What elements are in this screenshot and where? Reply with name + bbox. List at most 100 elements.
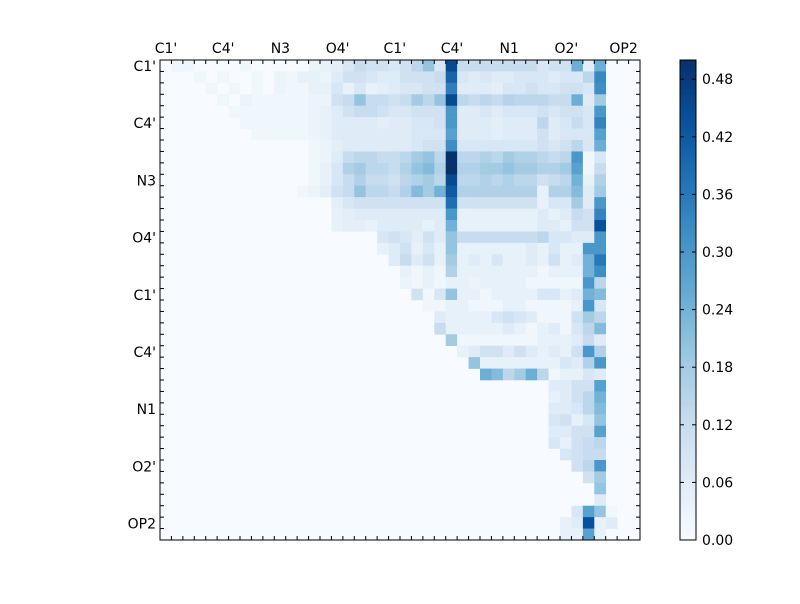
heatmap-cell [320,151,332,164]
heatmap-cell [411,82,424,95]
heatmap-cell [502,140,515,152]
heatmap-cell [320,82,332,95]
heatmap-cell [491,231,504,244]
heatmap-cell [548,208,561,221]
heatmap-cell [571,82,584,95]
heatmap-cell [548,174,561,187]
colorbar-tick-label: 0.18 [702,360,733,376]
heatmap-cell [365,94,378,107]
heatmap-cell [377,151,389,164]
heatmap-cell [354,71,367,84]
heatmap-cell [457,162,469,175]
heatmap-cell [582,117,595,129]
heatmap-cell [434,277,447,289]
heatmap-cell [422,197,435,209]
heatmap-cell [548,334,561,347]
heatmap-cell [342,60,355,72]
heatmap-cell [491,174,504,187]
heatmap-cell [514,345,527,358]
heatmap-cell [400,94,412,107]
heatmap-cell [365,82,378,95]
heatmap-cell [274,128,287,141]
heatmap-cell [308,185,321,198]
heatmap-cell [582,517,595,529]
heatmap-cell [594,437,607,449]
heatmap-cell [400,151,412,164]
colorbar-tick-label: 0.24 [702,303,733,319]
heatmap-cell [582,460,595,472]
heatmap-cell [422,162,435,175]
heatmap-cell [217,94,229,107]
heatmap-cell [491,322,504,335]
heatmap-cell [560,231,572,244]
heatmap-cell [434,105,447,118]
heatmap-cell [354,174,367,187]
heatmap-cell [502,117,515,129]
heatmap-cell [468,345,481,358]
heatmap-cell [468,265,481,278]
heatmap-cell [331,197,344,209]
heatmap-cell [514,117,527,129]
heatmap-cell [525,197,538,209]
heatmap-cell [582,231,595,244]
heatmap-cell [548,311,561,324]
heatmap-cell [434,265,447,278]
heatmap-cell [548,414,561,427]
heatmap-cell [422,71,435,84]
heatmap-cell [445,94,458,107]
heatmap-cell [434,254,447,267]
heatmap-cell [331,117,344,129]
heatmap-cell [480,117,492,129]
heatmap-cell [502,231,515,244]
heatmap-cell [434,128,447,141]
heatmap-cell [308,117,321,129]
heatmap-cell [480,334,492,347]
heatmap-cell [525,117,538,129]
heatmap-cell [571,220,584,232]
heatmap-cell [400,265,412,278]
heatmap-cell [400,242,412,255]
heatmap-cell [411,117,424,129]
heatmap-cell [388,220,401,232]
heatmap-cell [525,357,538,369]
heatmap-cell [582,105,595,118]
heatmap-cell [491,357,504,369]
heatmap-cell [571,448,584,461]
heatmap-cell [274,105,287,118]
heatmap-cell [525,71,538,84]
heatmap-cell [502,368,515,381]
heatmap-cell [377,174,389,187]
heatmap-cell [548,437,561,449]
heatmap-cell [400,105,412,118]
heatmap-cell [571,460,584,472]
heatmap-cell [354,60,367,72]
y-tick-label: C1' [133,59,156,75]
heatmap-cell [594,300,607,312]
heatmap-cell [388,185,401,198]
heatmap-cell [594,265,607,278]
heatmap-cell [502,265,515,278]
heatmap-cell [571,128,584,141]
colorbar-tick-label: 0.42 [702,130,733,146]
heatmap-cell [262,94,275,107]
heatmap-cell [525,231,538,244]
heatmap-cell [434,162,447,175]
heatmap-cell [445,60,458,72]
heatmap-cell [400,277,412,289]
heatmap-cell [582,151,595,164]
heatmap-cell [354,140,367,152]
heatmap-cell [434,151,447,164]
heatmap-cell [434,185,447,198]
heatmap-cell [502,208,515,221]
heatmap-cell [388,242,401,255]
heatmap-cell [571,368,584,381]
heatmap-cell [502,254,515,267]
heatmap-cell [537,82,549,95]
heatmap-cell [354,162,367,175]
y-tick-label: N3 [137,173,156,189]
heatmap-cell [422,265,435,278]
heatmap-cell [560,517,572,529]
heatmap-cell [240,117,252,129]
heatmap-cell [388,82,401,95]
heatmap-cell [480,265,492,278]
